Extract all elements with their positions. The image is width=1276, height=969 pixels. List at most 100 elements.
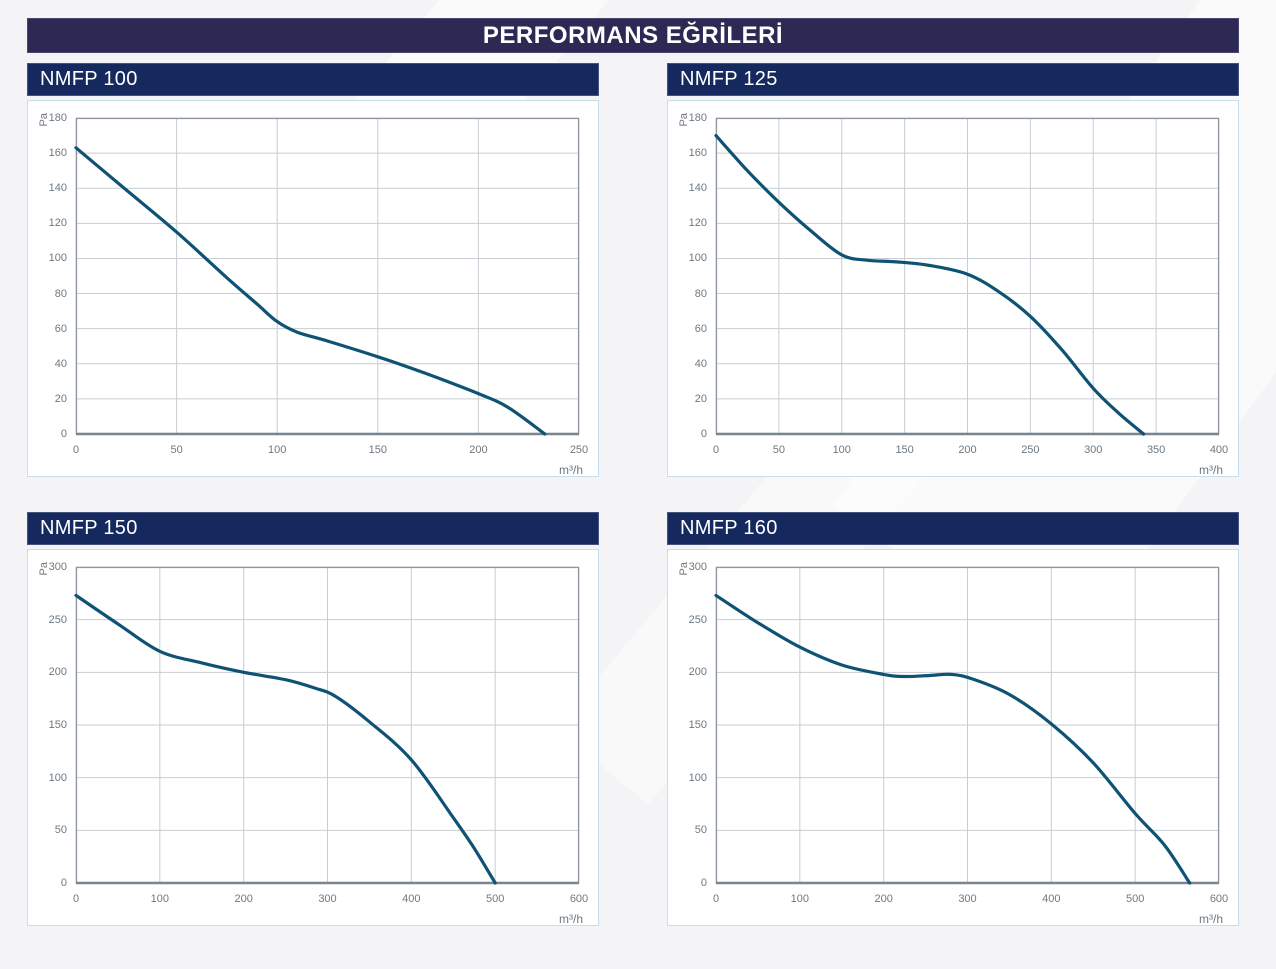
y-axis-unit-label: Pa bbox=[38, 113, 50, 127]
page-title-bar: PERFORMANS EĞRİLERİ bbox=[27, 18, 1239, 53]
y-tick-label: 100 bbox=[688, 771, 707, 784]
chart-header: NMFP 160 bbox=[667, 512, 1239, 545]
y-tick-label: 150 bbox=[688, 719, 707, 731]
y-tick-label: 0 bbox=[700, 877, 707, 889]
chart-section-nmfp-100: NMFP 100 0 20 40 60 80 100 120 140 160 180 0 50 100 1… bbox=[27, 63, 599, 477]
y-tick-label: 0 bbox=[60, 877, 67, 889]
x-tick-label: 600 bbox=[569, 893, 589, 905]
y-tick-label: 200 bbox=[48, 666, 67, 679]
x-tick-label: 250 bbox=[569, 444, 589, 456]
y-tick-label: 50 bbox=[54, 824, 67, 837]
y-tick-label: 160 bbox=[688, 147, 707, 160]
x-tick-label: 350 bbox=[1146, 444, 1166, 456]
x-tick-label: 500 bbox=[1125, 893, 1145, 905]
y-tick-label: 0 bbox=[700, 428, 707, 440]
x-tick-label: 250 bbox=[1021, 444, 1040, 456]
chart-canvas bbox=[714, 117, 1220, 436]
plot-frame bbox=[75, 117, 580, 435]
x-tick-label: 400 bbox=[1042, 893, 1061, 905]
x-tick-label: 500 bbox=[485, 893, 505, 905]
x-tick-label: 100 bbox=[150, 893, 169, 905]
y-tick-label: 60 bbox=[694, 322, 707, 335]
chart-title: NMFP 100 bbox=[40, 68, 138, 90]
x-tick-label: 50 bbox=[772, 444, 785, 456]
y-tick-label: 180 bbox=[688, 112, 707, 124]
x-tick-label: 300 bbox=[958, 893, 977, 905]
x-tick-label: 200 bbox=[958, 444, 977, 456]
x-axis-unit-label: m³/h bbox=[559, 912, 583, 926]
y-tick-label: 100 bbox=[48, 771, 67, 784]
y-tick-label: 40 bbox=[54, 357, 67, 370]
y-tick-label: 80 bbox=[694, 287, 707, 300]
x-tick-label: 150 bbox=[368, 444, 387, 456]
x-tick-label: 100 bbox=[790, 893, 809, 905]
x-tick-label: 0 bbox=[712, 444, 720, 456]
y-tick-label: 0 bbox=[60, 428, 67, 440]
y-tick-label: 300 bbox=[48, 561, 67, 573]
y-tick-label: 100 bbox=[48, 252, 67, 265]
y-tick-label: 150 bbox=[48, 719, 67, 731]
y-tick-label: 300 bbox=[688, 561, 707, 573]
page-content: PERFORMANS EĞRİLERİ NMFP 100 0 20 40 60 80 10… bbox=[27, 18, 1239, 926]
y-tick-label: 180 bbox=[48, 112, 67, 124]
x-tick-label: 400 bbox=[402, 893, 421, 905]
y-tick-label: 100 bbox=[688, 252, 707, 265]
chart-panel: 0 50 100 150 200 250 300 0 100 200 300 400 500 600 Pa m… bbox=[667, 549, 1239, 926]
y-tick-label: 120 bbox=[688, 217, 707, 230]
y-tick-label: 40 bbox=[694, 357, 707, 370]
x-tick-label: 0 bbox=[712, 893, 720, 905]
x-tick-label: 150 bbox=[895, 444, 914, 456]
x-tick-label: 0 bbox=[72, 444, 80, 456]
chart-panel: 0 50 100 150 200 250 300 0 100 200 300 400 500 600 Pa m… bbox=[27, 549, 599, 926]
chart-section-nmfp-125: NMFP 125 0 20 40 60 80 100 120 140 160 180 0 50 100 1… bbox=[667, 63, 1239, 477]
x-tick-label: 200 bbox=[234, 893, 253, 905]
y-axis-unit-label: Pa bbox=[678, 562, 690, 576]
charts-grid: NMFP 100 0 20 40 60 80 100 120 140 160 180 0 50 100 1… bbox=[27, 63, 1239, 926]
y-tick-label: 20 bbox=[694, 392, 707, 405]
chart-header: NMFP 125 bbox=[667, 63, 1239, 96]
x-axis-unit-label: m³/h bbox=[559, 463, 583, 477]
x-tick-label: 0 bbox=[72, 893, 80, 905]
performance-curve bbox=[74, 146, 547, 436]
chart-canvas bbox=[74, 566, 580, 885]
y-tick-label: 140 bbox=[688, 182, 707, 195]
x-tick-label: 50 bbox=[170, 444, 183, 456]
x-tick-label: 100 bbox=[832, 444, 851, 456]
y-tick-label: 80 bbox=[54, 287, 67, 300]
chart-canvas bbox=[714, 566, 1220, 885]
chart-header: NMFP 150 bbox=[27, 512, 599, 545]
chart-header: NMFP 100 bbox=[27, 63, 599, 96]
y-axis-unit-label: Pa bbox=[38, 562, 50, 576]
x-tick-label: 100 bbox=[268, 444, 287, 456]
chart-title: NMFP 160 bbox=[680, 517, 778, 539]
performance-curve bbox=[714, 134, 1146, 436]
chart-canvas bbox=[74, 117, 580, 436]
y-axis-unit-label: Pa bbox=[678, 113, 690, 127]
y-tick-label: 50 bbox=[694, 824, 707, 837]
x-tick-label: 200 bbox=[469, 444, 488, 456]
chart-section-nmfp-160: NMFP 160 0 50 100 150 200 250 300 0 100 200 300 400… bbox=[667, 512, 1239, 926]
y-tick-label: 250 bbox=[48, 613, 67, 626]
x-axis-unit-label: m³/h bbox=[1199, 463, 1223, 477]
y-tick-label: 140 bbox=[48, 182, 67, 195]
x-tick-label: 600 bbox=[1209, 893, 1229, 905]
y-tick-label: 200 bbox=[688, 666, 707, 679]
x-tick-label: 300 bbox=[1084, 444, 1103, 456]
x-tick-label: 300 bbox=[318, 893, 337, 905]
y-tick-label: 60 bbox=[54, 322, 67, 335]
chart-section-nmfp-150: NMFP 150 0 50 100 150 200 250 300 0 100 200 300 400… bbox=[27, 512, 599, 926]
y-tick-label: 20 bbox=[54, 392, 67, 405]
chart-panel: 0 20 40 60 80 100 120 140 160 180 0 50 100 150 200 250 3… bbox=[667, 100, 1239, 477]
y-tick-label: 160 bbox=[48, 147, 67, 160]
x-axis-unit-label: m³/h bbox=[1199, 912, 1223, 926]
performance-curve bbox=[714, 593, 1192, 885]
y-tick-label: 120 bbox=[48, 217, 67, 230]
x-tick-label: 400 bbox=[1209, 444, 1229, 456]
performance-curve bbox=[74, 593, 497, 885]
page-title: PERFORMANS EĞRİLERİ bbox=[482, 21, 784, 49]
chart-title: NMFP 150 bbox=[40, 517, 138, 539]
chart-title: NMFP 125 bbox=[680, 68, 778, 90]
x-tick-label: 200 bbox=[874, 893, 893, 905]
y-tick-label: 250 bbox=[688, 613, 707, 626]
chart-panel: 0 20 40 60 80 100 120 140 160 180 0 50 100 150 200 250 P… bbox=[27, 100, 599, 477]
